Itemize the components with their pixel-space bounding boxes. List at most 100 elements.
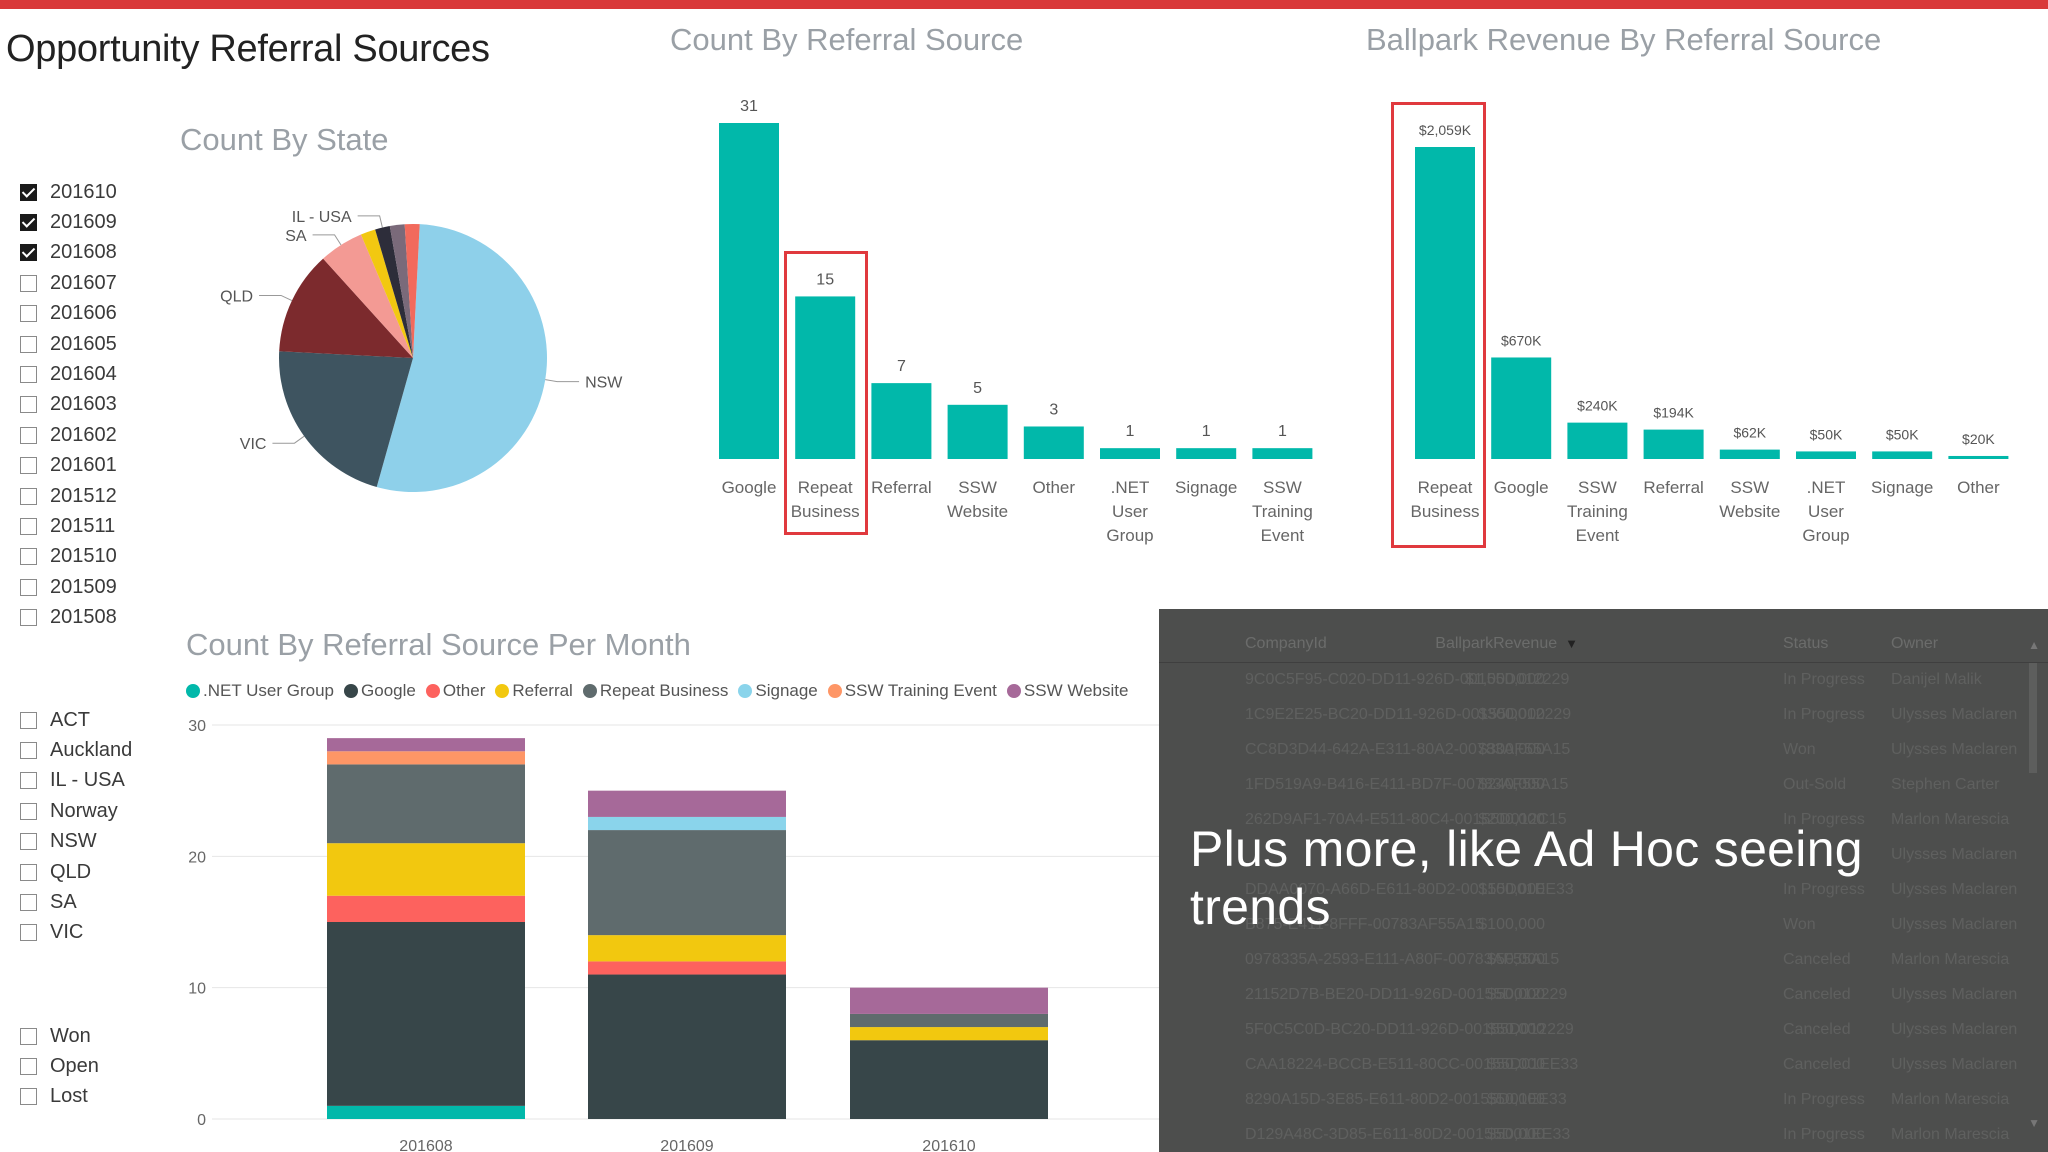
pie-slice-vic[interactable]	[279, 351, 413, 487]
slicer-item-201610[interactable]: 201610	[20, 177, 117, 207]
slicer-item-201601[interactable]: 201601	[20, 451, 117, 481]
column-header-ballparkrevenue[interactable]: BallparkRevenue ▼	[1435, 635, 1578, 652]
slicer-item-vic[interactable]: VIC	[20, 918, 132, 948]
table-row[interactable]: DDAA0070-A66D-E611-80D2-00155D01EE33 $100…	[1159, 873, 2048, 908]
bar-google[interactable]	[719, 123, 779, 459]
pie-slice-sa[interactable]	[323, 234, 413, 358]
checkbox-icon[interactable]	[20, 274, 37, 292]
bar-ssw-training-event[interactable]	[1567, 422, 1628, 459]
count-by-referral-source-per-month-chart[interactable]: 0 10 20 30 201608 201609 201610	[170, 712, 1160, 1152]
stack-segment-referral-201608[interactable]	[327, 843, 525, 896]
legend-item-net-user-group[interactable]: .NET User Group	[186, 681, 334, 701]
slicer-item-nsw[interactable]: NSW	[20, 827, 132, 857]
stack-segment-repeat-business-201608[interactable]	[327, 764, 525, 844]
scroll-down-icon[interactable]: ▼	[2028, 1116, 2040, 1130]
count-by-referral-source-chart[interactable]: 31Google15RepeatBusiness7Referral5SSWWeb…	[700, 85, 1340, 555]
slicer-item-201605[interactable]: 201605	[20, 329, 117, 359]
table-row[interactable]: 21152D7B-BE20-DD11-926D-00155D012229 $50,…	[1159, 978, 2048, 1013]
slicer-item-201603[interactable]: 201603	[20, 390, 117, 420]
bar-ssw-website[interactable]	[1719, 449, 1780, 459]
checkbox-icon[interactable]	[20, 426, 37, 444]
table-row[interactable]: 1FD519A9-B416-E411-BD7F-00783AF55A15 $240…	[1159, 768, 2048, 803]
pie-slice-qld[interactable]	[279, 258, 413, 358]
slicer-item-norway[interactable]: Norway	[20, 796, 132, 826]
slicer-item-act[interactable]: ACT	[20, 705, 132, 735]
checkbox-icon[interactable]	[20, 1027, 37, 1045]
table-row[interactable]: CAA18224-BCCB-E511-80CC-00155D01EE33 $50,…	[1159, 1048, 2048, 1083]
slicer-item-qld[interactable]: QLD	[20, 857, 132, 887]
table-row[interactable]: 5F0C5C0D-BC20-DD11-926D-00155D012229 $50,…	[1159, 1013, 2048, 1048]
checkbox-icon[interactable]	[20, 609, 37, 627]
table-row[interactable]: Ulysses Maclaren	[1159, 838, 2048, 873]
bar-other[interactable]	[1948, 455, 2009, 459]
bar-ssw-training-event[interactable]	[1252, 448, 1313, 459]
table-row[interactable]: 262D9AF1-70A4-E511-80C4-00155D012C15 $200…	[1159, 803, 2048, 838]
count-by-state-pie-chart[interactable]: NSW VIC QLD SA IL - USA	[180, 170, 660, 530]
bar-net-user-group[interactable]	[1100, 448, 1160, 459]
checkbox-icon[interactable]	[20, 335, 37, 353]
column-header-companyid[interactable]: CompanyId	[1245, 635, 1327, 652]
stack-segment-signage-201609[interactable]	[588, 816, 786, 831]
checkbox-icon[interactable]	[20, 578, 37, 596]
bar-referral[interactable]	[1643, 429, 1704, 459]
stack-segment-google-201608[interactable]	[327, 922, 525, 1106]
stack-segment-repeat-business-201609[interactable]	[588, 830, 786, 936]
checkbox-icon[interactable]	[20, 711, 37, 729]
opportunity-table[interactable]: CompanyId BallparkRevenue ▼ Status Owner …	[1159, 609, 2048, 1152]
checkbox-icon[interactable]	[20, 924, 37, 942]
pie-slice-il-usa[interactable]	[375, 226, 413, 358]
stack-segment-ssw-website-201610[interactable]	[850, 987, 1048, 1014]
checkbox-icon[interactable]	[20, 894, 37, 912]
checkbox-checked-icon[interactable]	[20, 214, 37, 232]
stack-segment-net-user-group-201608[interactable]	[327, 1105, 525, 1119]
checkbox-checked-icon[interactable]	[20, 244, 37, 262]
stack-segment-ssw-website-201609[interactable]	[588, 790, 786, 817]
legend-item-other[interactable]: Other	[425, 681, 485, 701]
slicer-item-201604[interactable]: 201604	[20, 359, 117, 389]
ballpark-revenue-by-referral-source-chart[interactable]: $2,059K Repeat Business $670K Google $240K SSW…	[1390, 85, 2040, 555]
slicer-item-201608[interactable]: 201608	[20, 238, 117, 268]
bar-signage[interactable]	[1176, 448, 1237, 459]
bar-ssw-website[interactable]	[947, 404, 1008, 459]
pie-slice-nsw[interactable]	[376, 224, 547, 493]
slicer-item-201509[interactable]: 201509	[20, 572, 117, 602]
checkbox-icon[interactable]	[20, 517, 37, 535]
bar-repeat-business[interactable]	[795, 296, 856, 459]
legend-item-ssw-training-event[interactable]: SSW Training Event	[827, 681, 997, 701]
table-row[interactable]: 9C0C5F95-C020-DD11-926D-00155D012229 $1,0…	[1159, 663, 2048, 698]
legend-item-referral[interactable]: Referral	[495, 681, 573, 701]
checkbox-icon[interactable]	[20, 305, 37, 323]
slicer-item-201510[interactable]: 201510	[20, 542, 117, 572]
stack-segment-ssw-training-event-201608[interactable]	[327, 751, 525, 765]
slicer-item-lost[interactable]: Lost	[20, 1082, 99, 1112]
slicer-item-201609[interactable]: 201609	[20, 207, 117, 237]
stack-segment-other-201609[interactable]	[588, 961, 786, 975]
slicer-item-sa[interactable]: SA	[20, 887, 132, 917]
bar-other[interactable]	[1023, 426, 1084, 459]
table-row[interactable]: 1C9E2E25-BC20-DD11-926D-00155D012229 $300…	[1159, 698, 2048, 733]
stack-segment-referral-201609[interactable]	[588, 935, 786, 962]
slicer-item-201512[interactable]: 201512	[20, 481, 117, 511]
column-header-owner[interactable]: Owner	[1891, 635, 1939, 652]
checkbox-icon[interactable]	[20, 487, 37, 505]
pie-slice-other-4[interactable]	[360, 229, 413, 358]
checkbox-icon[interactable]	[20, 802, 37, 820]
stack-segment-google-201610[interactable]	[850, 1040, 1048, 1119]
checkbox-icon[interactable]	[20, 863, 37, 881]
legend-item-repeat-business[interactable]: Repeat Business	[582, 681, 728, 701]
slicer-item-201508[interactable]: 201508	[20, 602, 117, 632]
checkbox-icon[interactable]	[20, 1058, 37, 1076]
column-header-status[interactable]: Status	[1783, 635, 1829, 652]
bar-net-user-group[interactable]	[1796, 451, 1856, 459]
legend-item-signage[interactable]: Signage	[738, 681, 818, 701]
slicer-item-201602[interactable]: 201602	[20, 420, 117, 450]
legend-item-ssw-website[interactable]: SSW Website	[1006, 681, 1128, 701]
scroll-up-icon[interactable]: ▲	[2028, 638, 2040, 652]
checkbox-icon[interactable]	[20, 366, 37, 384]
checkbox-icon[interactable]	[20, 772, 37, 790]
stack-segment-ssw-website-201608[interactable]	[327, 738, 525, 752]
slicer-item-won[interactable]: Won	[20, 1021, 99, 1051]
table-scrollbar[interactable]	[2029, 663, 2037, 773]
slicer-item-201607[interactable]: 201607	[20, 268, 117, 298]
stack-segment-google-201609[interactable]	[588, 974, 786, 1119]
